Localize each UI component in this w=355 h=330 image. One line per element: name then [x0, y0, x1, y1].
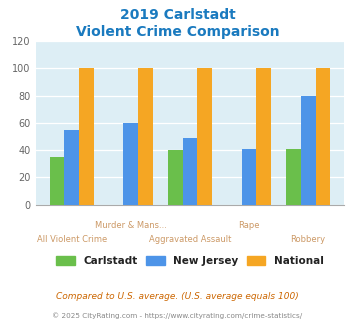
Text: Violent Crime Comparison: Violent Crime Comparison: [76, 25, 279, 39]
Text: Compared to U.S. average. (U.S. average equals 100): Compared to U.S. average. (U.S. average …: [56, 292, 299, 301]
Bar: [286, 149, 301, 205]
Bar: [138, 69, 153, 205]
Text: Rape: Rape: [238, 221, 260, 230]
Bar: [256, 69, 271, 205]
Bar: [64, 130, 79, 205]
Text: © 2025 CityRating.com - https://www.cityrating.com/crime-statistics/: © 2025 CityRating.com - https://www.city…: [53, 312, 302, 318]
Text: Robbery: Robbery: [291, 235, 326, 244]
Bar: [124, 123, 138, 205]
Text: 2019 Carlstadt: 2019 Carlstadt: [120, 8, 235, 22]
Bar: [168, 150, 182, 205]
Bar: [301, 96, 316, 205]
Text: All Violent Crime: All Violent Crime: [37, 235, 107, 244]
Text: Murder & Mans...: Murder & Mans...: [95, 221, 167, 230]
Text: Aggravated Assault: Aggravated Assault: [149, 235, 231, 244]
Bar: [242, 149, 256, 205]
Legend: Carlstadt, New Jersey, National: Carlstadt, New Jersey, National: [56, 255, 323, 266]
Bar: [197, 69, 212, 205]
Bar: [50, 157, 64, 205]
Bar: [79, 69, 94, 205]
Bar: [182, 138, 197, 205]
Bar: [316, 69, 330, 205]
